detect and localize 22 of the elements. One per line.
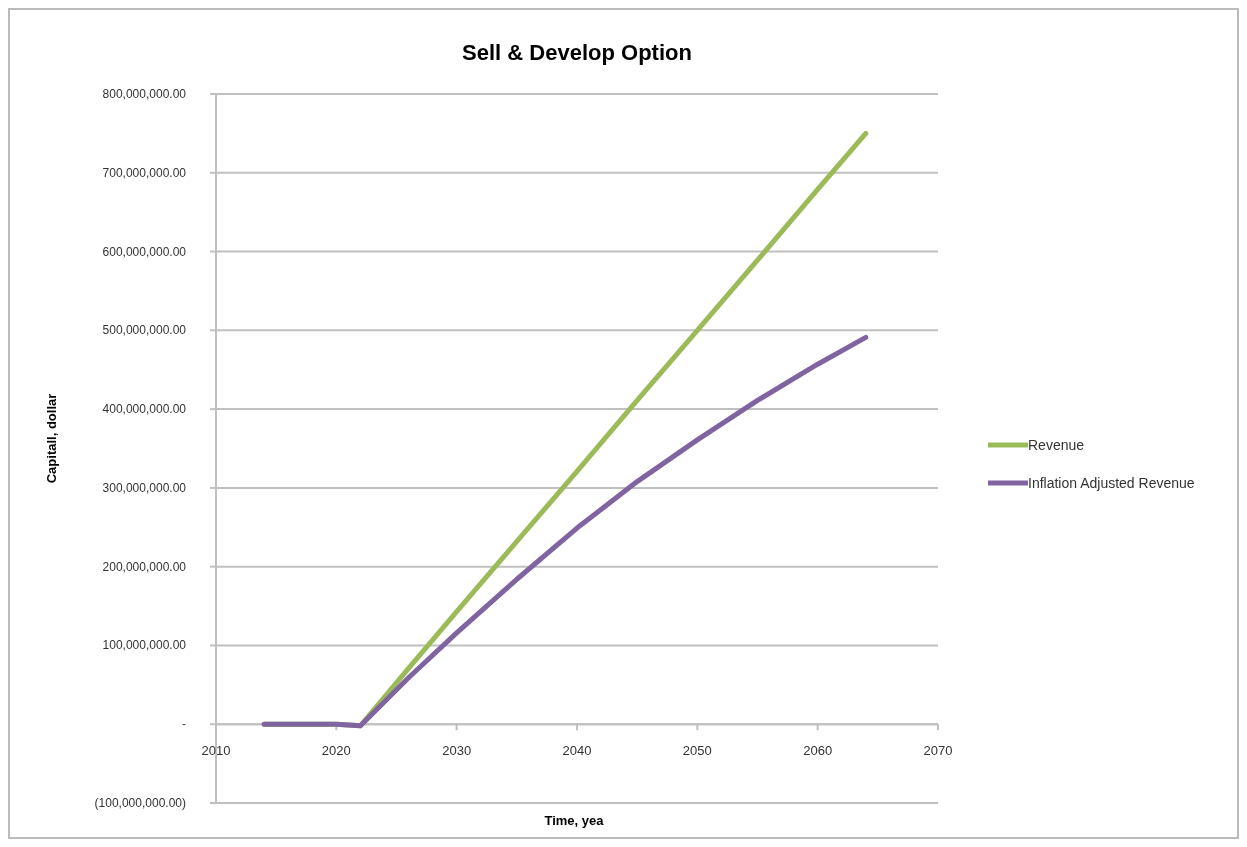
y-tick-label: 800,000,000.00 (102, 87, 187, 101)
legend-label: Revenue (1028, 437, 1085, 453)
y-tick-label: 300,000,000.00 (102, 480, 187, 495)
x-axis-title: Time, yea (544, 813, 605, 828)
x-tick-label: 2030 (442, 743, 472, 759)
y-tick-label: - (182, 717, 186, 732)
y-tick-label: 400,000,000.00 (102, 402, 187, 417)
x-tick-label: 2020 (321, 743, 351, 759)
y-tick-label: 500,000,000.00 (102, 323, 187, 338)
y-tick-label: 600,000,000.00 (102, 244, 187, 259)
x-tick-label: 2050 (682, 743, 712, 759)
x-tick-label: 2040 (562, 743, 592, 759)
x-tick-label: 2010 (201, 743, 231, 759)
y-tick-label: 200,000,000.00 (102, 559, 187, 574)
y-axis-title: Capitall, dollar (44, 393, 59, 484)
y-tick-label: 100,000,000.00 (102, 638, 187, 653)
chart-title: Sell & Develop Option (462, 40, 692, 65)
y-tick-label: 700,000,000.00 (102, 165, 187, 180)
y-tick-label: (100,000,000.00) (94, 796, 186, 810)
legend-label: Inflation Adjusted Revenue (1028, 475, 1195, 491)
x-tick-label: 2070 (923, 743, 953, 759)
x-tick-label: 2060 (803, 743, 833, 759)
